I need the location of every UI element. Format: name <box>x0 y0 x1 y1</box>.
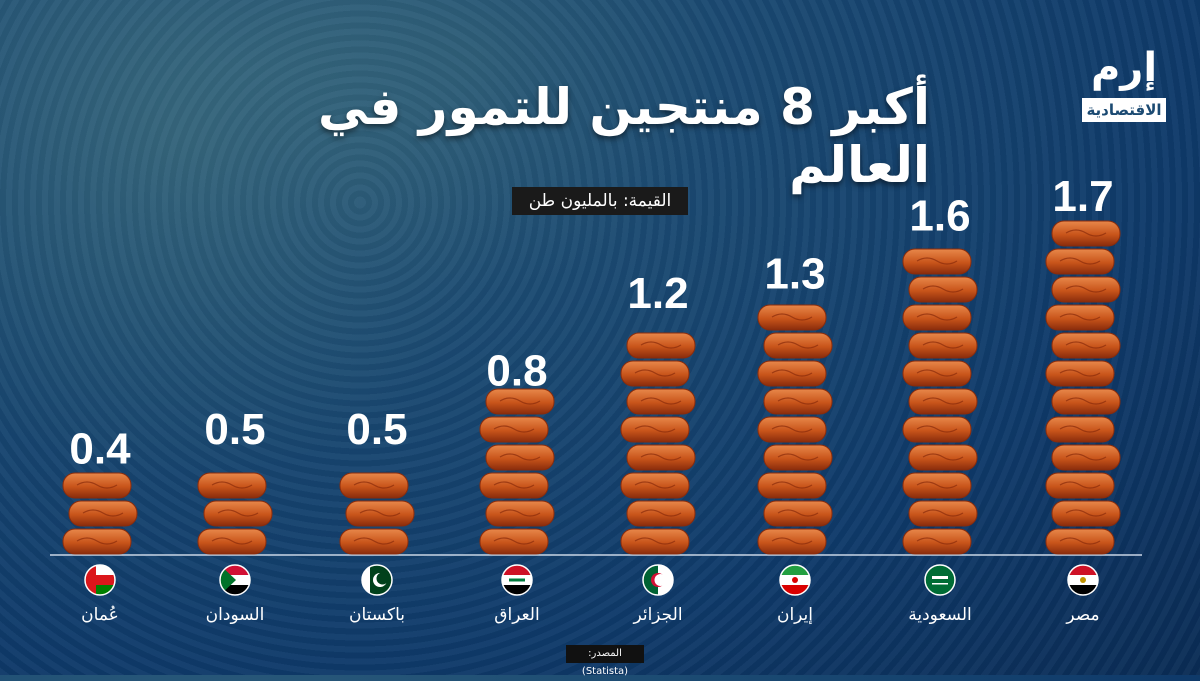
date-wrinkle <box>1059 481 1101 489</box>
date-wrinkle <box>640 453 682 461</box>
iraq-flag-icon <box>501 564 533 596</box>
date-wrinkle <box>916 481 958 489</box>
saudi-flag-icon <box>924 564 956 596</box>
value-label: 1.3 <box>764 250 825 299</box>
date-wrinkle <box>777 509 819 517</box>
category-label: إيران <box>777 605 813 625</box>
value-label: 0.5 <box>204 405 265 454</box>
pakistan-flag-icon <box>361 564 393 596</box>
category-label: الجزائر <box>632 605 682 625</box>
oman-flag-icon <box>84 564 116 596</box>
date-wrinkle <box>634 481 676 489</box>
category-label: السودان <box>206 605 265 625</box>
bar-4 <box>479 388 555 555</box>
date-wrinkle <box>771 313 813 321</box>
date-wrinkle <box>771 537 813 545</box>
date-wrinkle <box>916 425 958 433</box>
date-wrinkle <box>1059 369 1101 377</box>
date-wrinkle <box>634 369 676 377</box>
category-label: السعودية <box>908 605 971 625</box>
date-wrinkle <box>76 481 118 489</box>
date-wrinkle <box>640 509 682 517</box>
category-label: العراق <box>494 605 539 625</box>
date-wrinkle <box>211 537 253 545</box>
date-wrinkle <box>640 397 682 405</box>
category-label: باكستان <box>349 605 405 625</box>
date-wrinkle <box>499 397 541 405</box>
date-wrinkle <box>916 537 958 545</box>
date-wrinkle <box>1059 537 1101 545</box>
date-wrinkle <box>916 313 958 321</box>
bar-3 <box>339 472 415 555</box>
date-wrinkle <box>353 481 395 489</box>
egypt-flag-icon <box>1067 564 1099 596</box>
logo-main-text: إرم <box>1090 45 1158 91</box>
date-wrinkle <box>771 425 813 433</box>
date-wrinkle <box>499 509 541 517</box>
date-wrinkle <box>1065 229 1107 237</box>
logo-sub-text: الاقتصادية <box>1082 98 1166 122</box>
date-wrinkle <box>76 537 118 545</box>
date-wrinkle <box>1059 257 1101 265</box>
bar-5 <box>620 332 696 555</box>
date-wrinkle <box>211 481 253 489</box>
date-wrinkle <box>1059 425 1101 433</box>
date-wrinkle <box>771 481 813 489</box>
source-label: المصدر: (Statista) <box>566 645 644 677</box>
iran-flag-icon <box>779 564 811 596</box>
date-wrinkle <box>634 425 676 433</box>
date-wrinkle <box>493 481 535 489</box>
date-wrinkle <box>922 397 964 405</box>
sudan-flag-icon <box>219 564 251 596</box>
date-wrinkle <box>1059 313 1101 321</box>
value-label: 1.6 <box>909 191 970 240</box>
date-wrinkle <box>1065 397 1107 405</box>
date-wrinkle <box>359 509 401 517</box>
date-wrinkle <box>916 369 958 377</box>
date-wrinkle <box>493 425 535 433</box>
date-wrinkle <box>1065 285 1107 293</box>
date-wrinkle <box>922 285 964 293</box>
value-label: 1.7 <box>1052 172 1113 221</box>
date-wrinkle <box>493 537 535 545</box>
date-wrinkle <box>1065 341 1107 349</box>
bar-8 <box>1045 220 1121 555</box>
date-wrinkle <box>634 537 676 545</box>
category-label: مصر <box>1065 605 1099 625</box>
date-wrinkle <box>777 453 819 461</box>
value-label: 0.4 <box>69 424 131 473</box>
category-label: عُمان <box>81 605 119 625</box>
value-label: 0.5 <box>346 405 407 454</box>
value-label: 1.2 <box>627 269 688 318</box>
bar-1 <box>62 472 138 555</box>
date-wrinkle <box>640 341 682 349</box>
value-label: 0.8 <box>486 347 547 396</box>
date-wrinkle <box>217 509 259 517</box>
date-wrinkle <box>922 509 964 517</box>
bar-7 <box>902 248 978 555</box>
date-wrinkle <box>777 341 819 349</box>
date-wrinkle <box>499 453 541 461</box>
chart-title: أكبر 8 منتجين للتمور في العالم <box>318 78 930 194</box>
date-wrinkle <box>1065 509 1107 517</box>
brand-logo: إرم الاقتصادية <box>1080 40 1168 126</box>
date-wrinkle <box>916 257 958 265</box>
date-wrinkle <box>922 453 964 461</box>
date-wrinkle <box>922 341 964 349</box>
date-wrinkle <box>82 509 124 517</box>
algeria-flag-icon <box>642 564 674 596</box>
unit-label: القيمة: بالمليون طن <box>512 187 688 215</box>
date-wrinkle <box>777 397 819 405</box>
bar-6 <box>757 304 833 555</box>
bar-2 <box>197 472 273 555</box>
date-wrinkle <box>771 369 813 377</box>
date-wrinkle <box>1065 453 1107 461</box>
date-wrinkle <box>353 537 395 545</box>
